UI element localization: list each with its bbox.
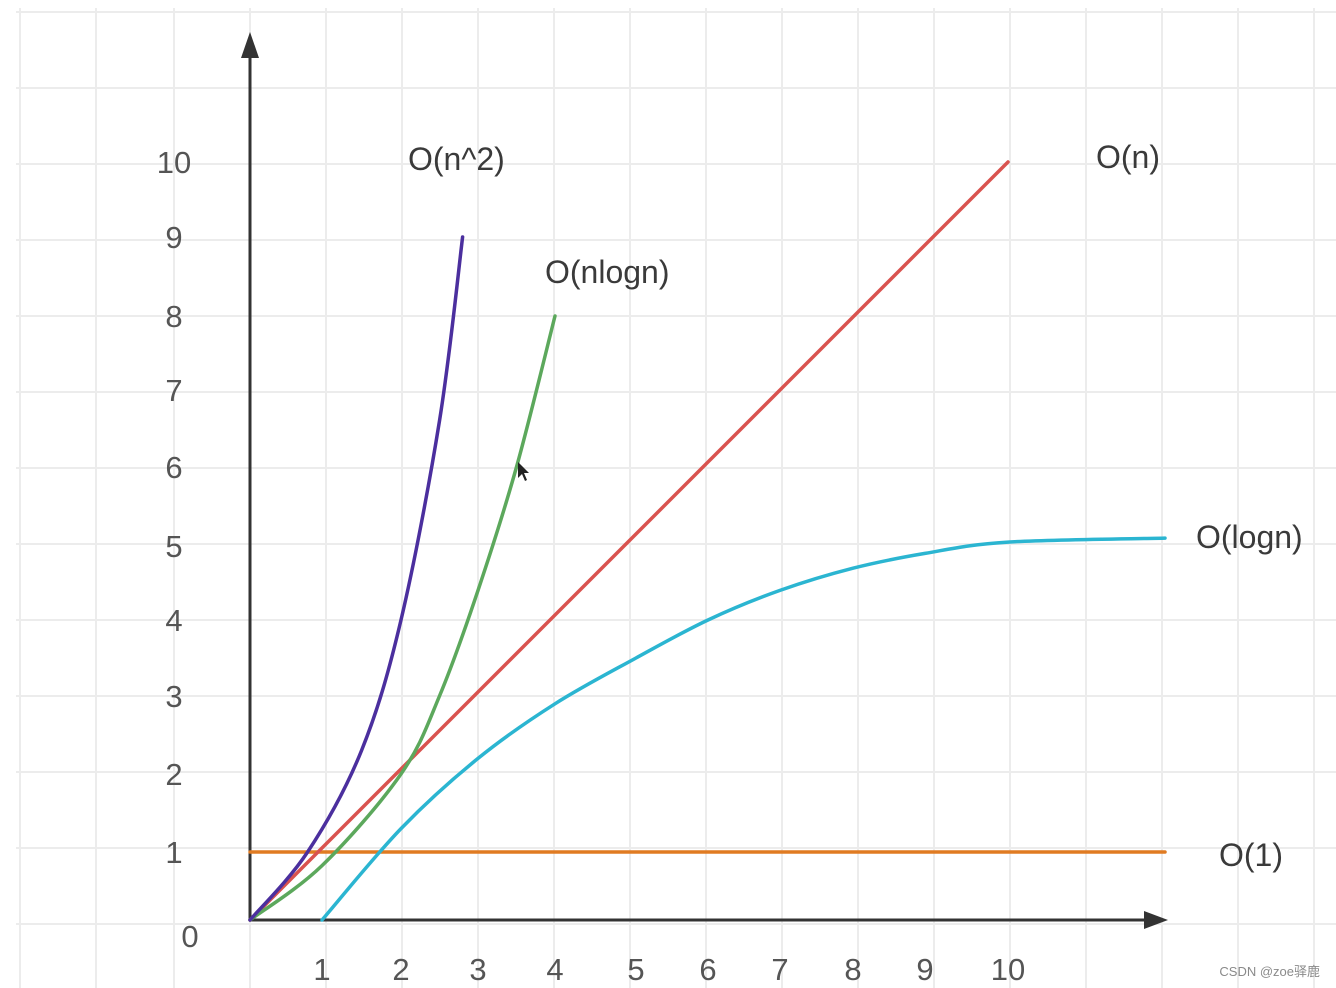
y-tick-label-2: 2 [165,757,182,792]
series-line-o-nlogn [248,314,557,922]
y-tick-label-10: 10 [157,145,191,180]
axes [241,32,1168,929]
label-o-nlogn: O(nlogn) [545,254,670,290]
x-tick-label-7: 7 [771,952,788,987]
tick-layer: 1 2 3 4 5 6 7 8 9 10 0 1 2 3 4 5 6 7 8 9 10 [157,145,1025,987]
label-o-n: O(n) [1096,139,1160,175]
x-tick-label-10: 10 [991,952,1025,987]
y-tick-label-3: 3 [165,679,182,714]
label-o-1: O(1) [1219,837,1283,873]
y-tick-label-8: 8 [165,299,182,334]
series-line-o-n [248,160,1010,922]
series-layer [248,160,1167,922]
y-axis-arrow [241,32,259,58]
cursor-pointer-icon [518,462,529,481]
y-tick-label-6: 6 [165,450,182,485]
x-tick-label-3: 3 [469,952,486,987]
grid [16,8,1336,988]
series-line-o-n2 [248,235,465,922]
y-tick-label-9: 9 [165,220,182,255]
series-line-o-logn [320,536,1167,922]
y-tick-label-4: 4 [165,603,182,638]
x-tick-label-9: 9 [916,952,933,987]
x-tick-label-4: 4 [546,952,563,987]
x-tick-label-5: 5 [627,952,644,987]
x-tick-label-6: 6 [699,952,716,987]
x-tick-label-2: 2 [392,952,409,987]
label-o-logn: O(logn) [1196,519,1303,555]
x-tick-label-8: 8 [844,952,861,987]
y-tick-label-7: 7 [165,373,182,408]
y-tick-label-5: 5 [165,529,182,564]
y-tick-label-1: 1 [165,835,182,870]
y-tick-label-0: 0 [181,919,198,954]
watermark: CSDN @zoe驿鹿 [1219,964,1320,979]
x-axis-arrow [1144,911,1168,929]
label-o-n2: O(n^2) [408,141,505,177]
x-tick-label-1: 1 [313,952,330,987]
